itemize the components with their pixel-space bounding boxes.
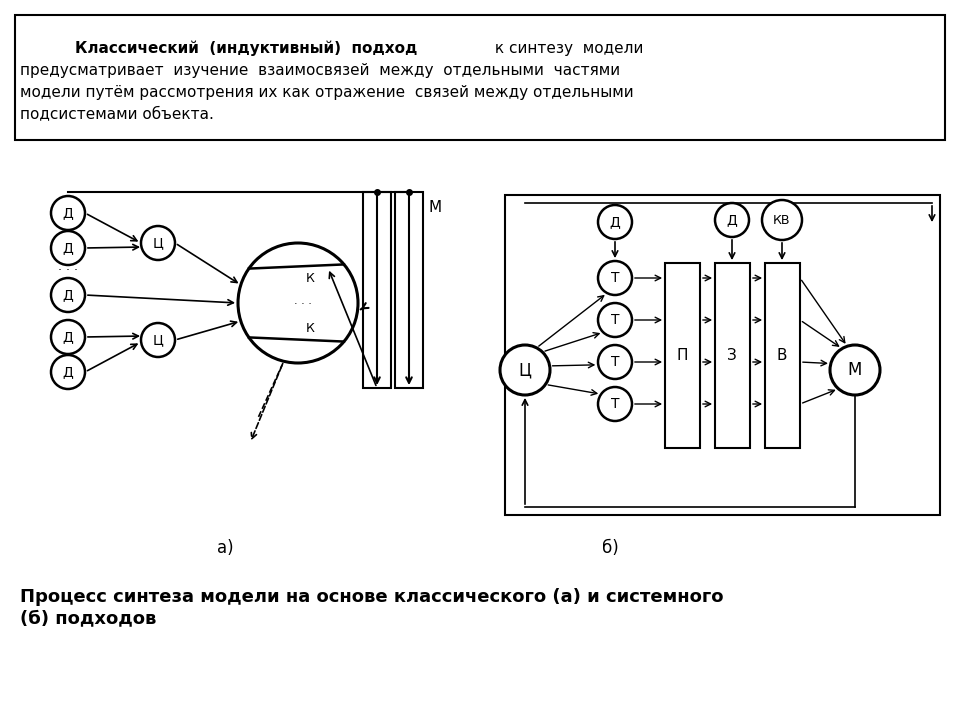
Text: П: П bbox=[676, 348, 687, 362]
Text: Ц: Ц bbox=[518, 361, 532, 379]
Circle shape bbox=[51, 196, 85, 230]
Text: к синтезу  модели: к синтезу модели bbox=[490, 40, 643, 55]
Circle shape bbox=[762, 200, 802, 240]
Text: Ц: Ц bbox=[153, 236, 163, 250]
Text: а): а) bbox=[217, 539, 233, 557]
Text: модели путём рассмотрения их как отражение  связей между отдельными: модели путём рассмотрения их как отражен… bbox=[20, 84, 634, 99]
Circle shape bbox=[51, 320, 85, 354]
Text: Т: Т bbox=[611, 355, 619, 369]
Text: В: В bbox=[777, 348, 787, 362]
Text: Д: Д bbox=[62, 330, 73, 344]
Text: М: М bbox=[428, 199, 442, 215]
Text: М: М bbox=[848, 361, 862, 379]
Text: Т: Т bbox=[611, 397, 619, 411]
Circle shape bbox=[598, 261, 632, 295]
Text: Д: Д bbox=[62, 241, 73, 255]
Text: предусматривает  изучение  взаимосвязей  между  отдельными  частями: предусматривает изучение взаимосвязей ме… bbox=[20, 63, 620, 78]
Text: Процесс синтеза модели на основе классического (а) и системного
(б) подходов: Процесс синтеза модели на основе классич… bbox=[20, 588, 724, 627]
Circle shape bbox=[141, 323, 175, 357]
Circle shape bbox=[51, 355, 85, 389]
Bar bbox=[363, 192, 391, 388]
Circle shape bbox=[598, 345, 632, 379]
Text: К: К bbox=[305, 271, 315, 284]
Text: Д: Д bbox=[62, 365, 73, 379]
Circle shape bbox=[51, 231, 85, 265]
Text: Д: Д bbox=[610, 215, 620, 229]
Text: · · ·: · · · bbox=[294, 299, 312, 309]
Bar bbox=[715, 263, 750, 448]
Bar bbox=[665, 263, 700, 448]
Text: · · ·: · · · bbox=[58, 264, 78, 277]
Circle shape bbox=[598, 205, 632, 239]
Circle shape bbox=[715, 203, 749, 237]
Text: Ц: Ц bbox=[153, 333, 163, 347]
Text: подсистемами объекта.: подсистемами объекта. bbox=[20, 107, 214, 122]
Circle shape bbox=[500, 345, 550, 395]
Text: Т: Т bbox=[611, 271, 619, 285]
Text: Т: Т bbox=[611, 313, 619, 327]
Bar bbox=[395, 192, 423, 388]
Circle shape bbox=[598, 303, 632, 337]
Text: Д: Д bbox=[62, 288, 73, 302]
Circle shape bbox=[598, 387, 632, 421]
Text: Классический  (индуктивный)  подход: Классический (индуктивный) подход bbox=[75, 40, 418, 55]
Text: КВ: КВ bbox=[773, 214, 791, 227]
Bar bbox=[505, 195, 940, 515]
Circle shape bbox=[238, 243, 358, 363]
Text: б): б) bbox=[602, 539, 618, 557]
Bar bbox=[765, 263, 800, 448]
Circle shape bbox=[830, 345, 880, 395]
Text: Д: Д bbox=[727, 213, 737, 227]
Text: К: К bbox=[305, 323, 315, 336]
Circle shape bbox=[141, 226, 175, 260]
Circle shape bbox=[51, 278, 85, 312]
Text: З: З bbox=[727, 348, 737, 362]
Text: Д: Д bbox=[62, 206, 73, 220]
Bar bbox=[15, 15, 945, 140]
